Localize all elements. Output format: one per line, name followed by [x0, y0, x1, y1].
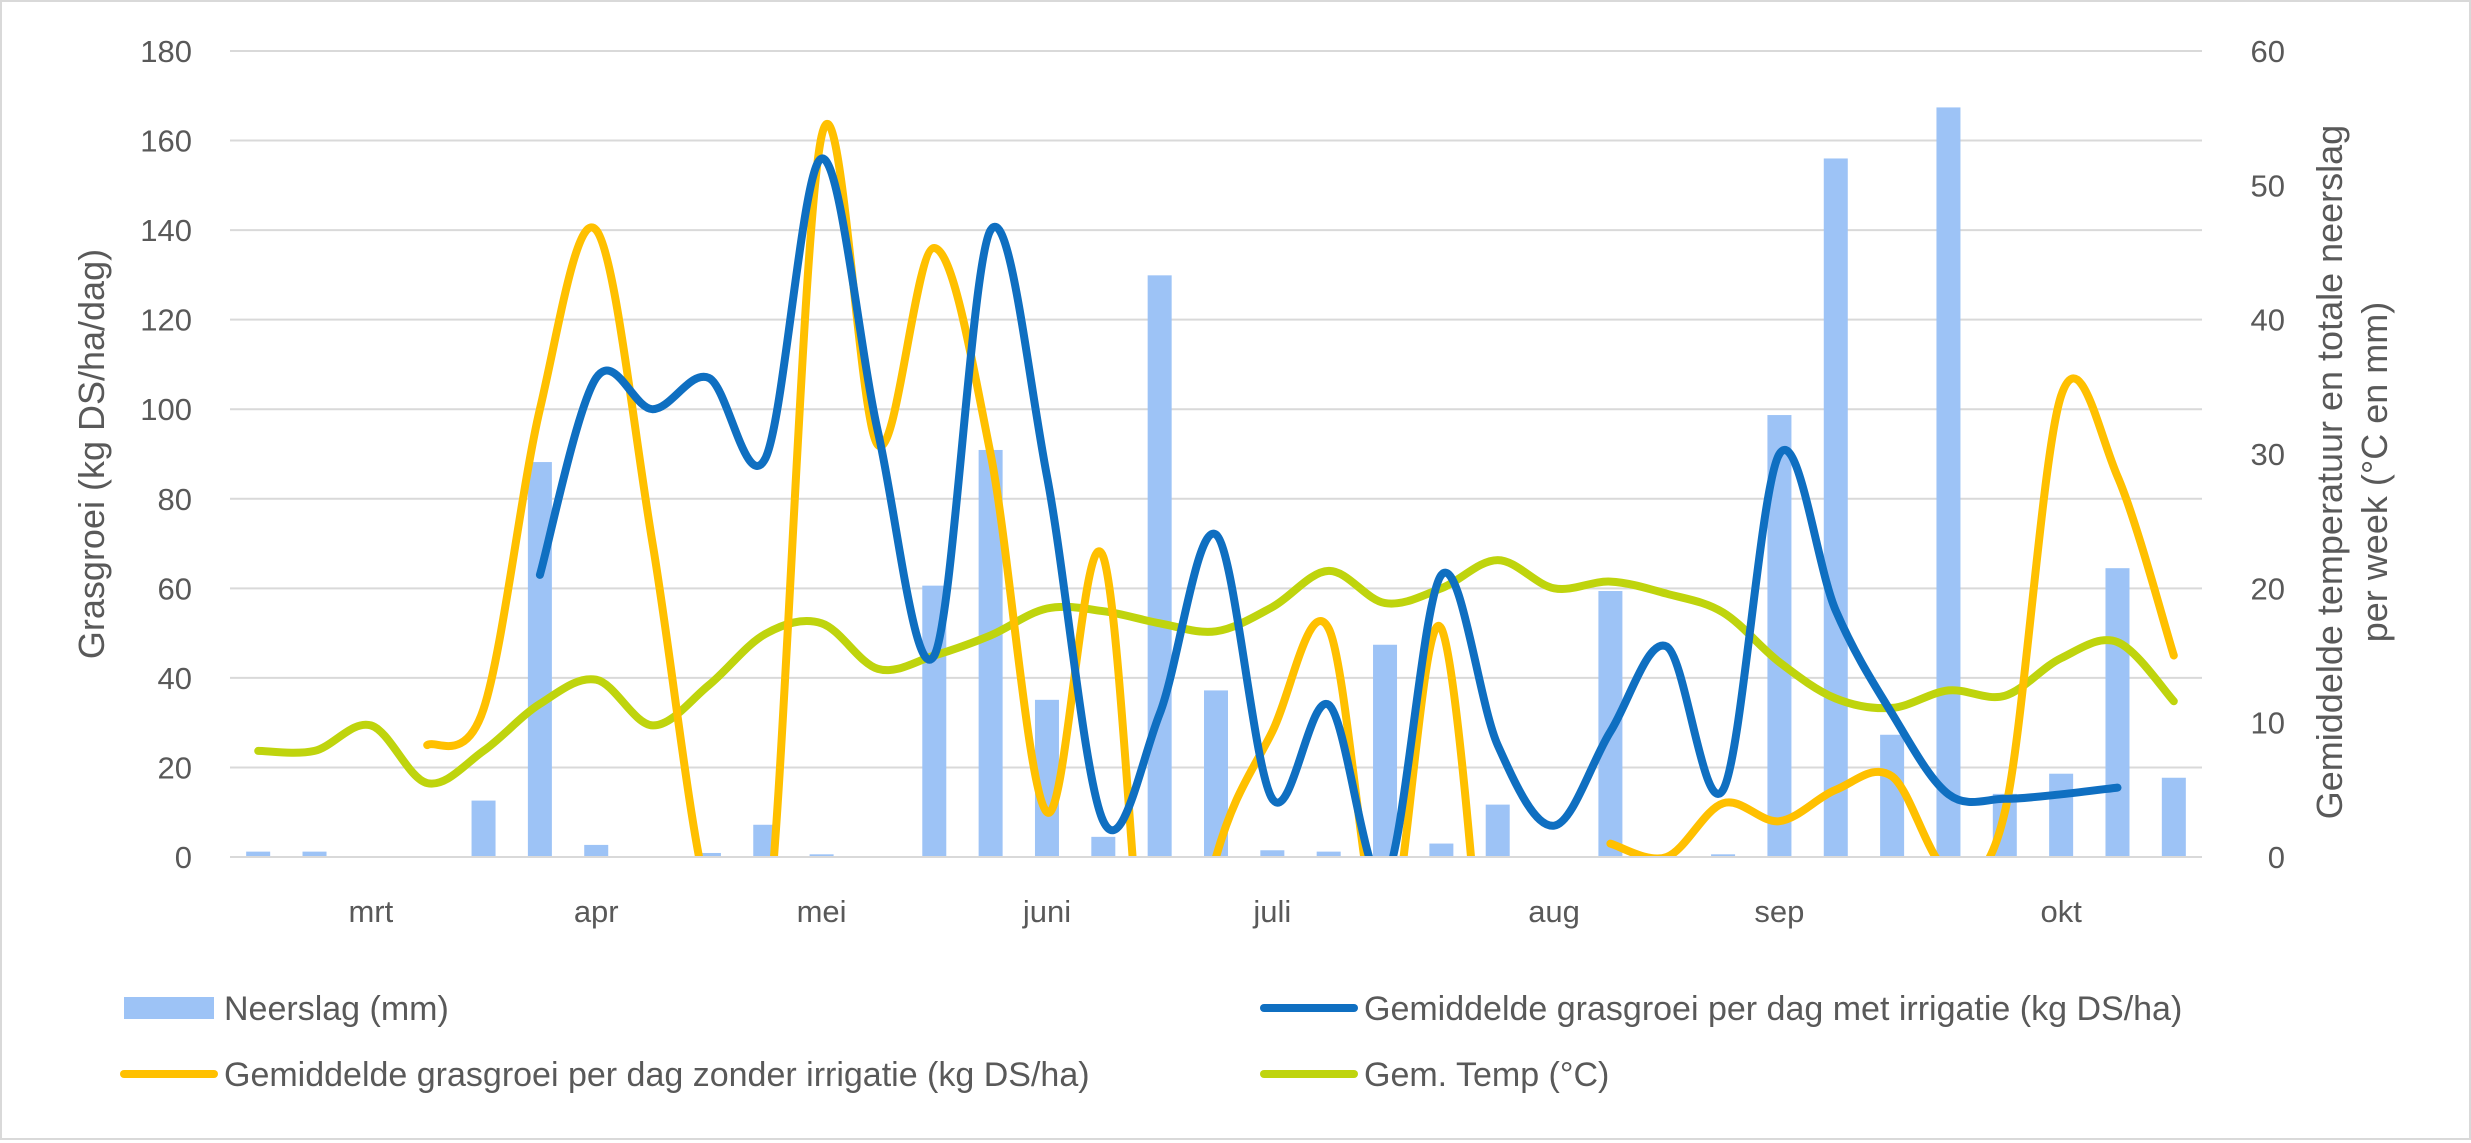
month-label: juni: [1022, 894, 1071, 929]
month-label: juli: [1252, 894, 1291, 929]
left-tick-label: 60: [158, 571, 192, 606]
rain-bar: [2105, 568, 2130, 857]
rain-bar: [696, 852, 721, 857]
series-lines: [254, 120, 2178, 857]
month-label: aug: [1528, 894, 1580, 929]
left-axis-title: Grasgroei (kg DS/ha/dag): [71, 249, 112, 659]
rain-bar: [2049, 773, 2074, 857]
month-label: mrt: [348, 894, 393, 929]
month-label: sep: [1754, 894, 1804, 929]
right-tick-label: 0: [2268, 840, 2285, 875]
right-tick-label: 30: [2251, 437, 2285, 472]
left-tick-label: 40: [158, 661, 192, 696]
temperature-line: [254, 556, 2178, 788]
legend-swatch-rain: [124, 997, 214, 1019]
left-tick-label: 80: [158, 482, 192, 517]
left-tick-label: 140: [140, 213, 192, 248]
right-tick-label: 10: [2251, 706, 2285, 741]
rain-bar: [1091, 836, 1116, 857]
right-axis-ticks: 0 10 20 30 40 50 60: [2251, 34, 2285, 875]
rain-bar: [1429, 843, 1454, 857]
rain-bar: [1485, 804, 1510, 857]
rain-bar: [1316, 851, 1341, 857]
with-irrigation-line: [535, 154, 2122, 857]
right-tick-label: 40: [2251, 303, 2285, 338]
rain-bars: [246, 107, 2186, 858]
legend-label-without-irrigation: Gemiddelde grasgroei per dag zonder irri…: [224, 1056, 1090, 1094]
legend-label-with-irrigation: Gemiddelde grasgroei per dag met irrigat…: [1364, 990, 2182, 1028]
rain-bar: [1260, 850, 1285, 857]
rain-bar: [1373, 644, 1398, 857]
right-tick-label: 20: [2251, 571, 2285, 606]
rain-bar: [527, 462, 552, 857]
rain-bar: [1823, 158, 1848, 857]
left-tick-label: 120: [140, 303, 192, 338]
without-irrigation-line: [1606, 374, 2178, 857]
right-axis-title-line-1: Gemiddelde temperatuur en totale neersla…: [2309, 125, 2350, 819]
left-tick-label: 160: [140, 124, 192, 159]
right-tick-label: 60: [2251, 34, 2285, 69]
rain-bar: [302, 851, 327, 857]
without-irrigation-line: [423, 120, 1476, 857]
left-tick-label: 100: [140, 392, 192, 427]
legend-label-rain: Neerslag (mm): [224, 990, 449, 1028]
left-axis-ticks: 0 20 40 60 80 100 120 140 160 180: [140, 34, 192, 875]
rain-bar: [471, 800, 496, 857]
x-axis-month-labels: mrt apr mei juni juli aug sep okt: [348, 894, 2082, 929]
month-label: okt: [2040, 894, 2082, 929]
rain-bar: [1880, 734, 1905, 857]
month-label: mei: [797, 894, 847, 929]
legend: Neerslag (mm) Gemiddelde grasgroei per d…: [120, 990, 2182, 1094]
rain-bar: [246, 851, 271, 857]
rain-bar: [2161, 777, 2186, 857]
rain-bar: [1936, 107, 1961, 858]
left-tick-label: 0: [175, 840, 192, 875]
rain-bar: [809, 854, 834, 857]
month-label: apr: [574, 894, 619, 929]
left-tick-label: 20: [158, 750, 192, 785]
rain-bar: [1147, 275, 1172, 857]
legend-label-temperature: Gem. Temp (°C): [1364, 1056, 1609, 1094]
rain-bar: [1711, 854, 1736, 857]
right-tick-label: 50: [2251, 168, 2285, 203]
rain-bar: [584, 844, 609, 857]
gridlines: [230, 50, 2202, 769]
right-axis-title-line-2: per week (°C en mm): [2354, 302, 2395, 642]
left-tick-label: 180: [140, 34, 192, 69]
